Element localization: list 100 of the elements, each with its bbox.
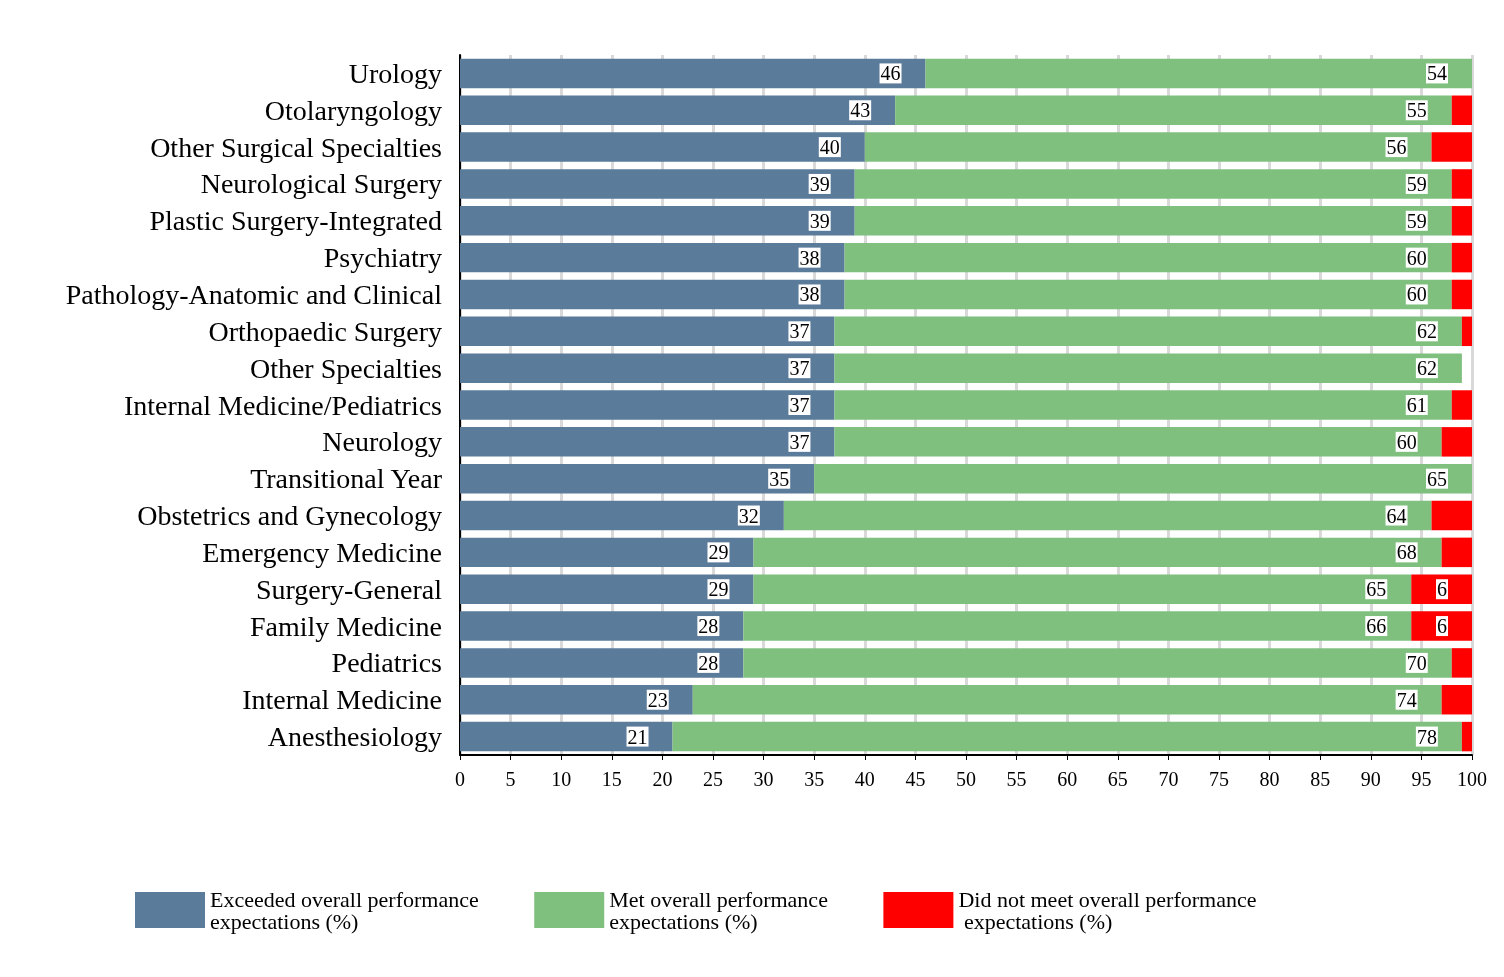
- bar: [1451, 206, 1472, 236]
- bar: [783, 500, 1432, 531]
- y-tick-label: Orthopaedic Surgery: [208, 315, 442, 347]
- bar: [460, 279, 845, 310]
- bar: [753, 537, 1442, 568]
- y-tick-label: Obstetrics and Gynecology: [137, 500, 442, 532]
- y-tick-label: Otolaryngology: [264, 94, 442, 126]
- x-tick-label: 20: [652, 768, 673, 790]
- data-label: 21: [627, 725, 648, 748]
- y-tick-label: Neurological Surgery: [200, 168, 442, 200]
- legend-label: Exceeded overall performance expectations (%): [210, 886, 485, 934]
- data-label: 6: [1437, 578, 1447, 601]
- data-label: 23: [647, 688, 668, 711]
- bar: [460, 206, 855, 236]
- x-tick-label: 25: [703, 768, 723, 790]
- x-tick-label: 30: [753, 768, 774, 790]
- x-tick-label: 45: [905, 768, 926, 790]
- bar: [1451, 95, 1472, 125]
- bar: [834, 427, 1442, 457]
- bar: [1451, 279, 1472, 310]
- data-label: 37: [789, 394, 810, 416]
- x-tick-label: 5: [505, 768, 516, 790]
- bar: [1411, 574, 1472, 604]
- bar: [692, 685, 1442, 715]
- x-tick-label: 100: [1457, 768, 1487, 790]
- bar: [1431, 132, 1472, 162]
- bar: [834, 390, 1452, 420]
- data-label: 64: [1386, 504, 1407, 527]
- bar: [1451, 242, 1472, 273]
- bar: [864, 132, 1432, 162]
- data-label: 32: [738, 504, 759, 527]
- bar: [460, 58, 926, 89]
- bar: [1441, 537, 1472, 568]
- bar: [672, 721, 1462, 752]
- bar: [1451, 169, 1472, 199]
- bar: [1441, 685, 1472, 715]
- data-label: 38: [799, 283, 820, 306]
- bar: [460, 353, 835, 383]
- bar: [1461, 316, 1472, 347]
- x-tick-label: 60: [1057, 768, 1078, 790]
- y-tick-label: Other Surgical Specialties: [150, 131, 442, 163]
- x-tick-label: 0: [455, 768, 465, 790]
- y-tick-label: Other Specialties: [249, 352, 442, 384]
- bar: [753, 574, 1412, 604]
- bar: [925, 58, 1472, 89]
- legend-label: Did not meet overall performance expectations (%): [958, 886, 1257, 934]
- bar: [1441, 427, 1472, 457]
- y-tick-label: Psychiatry: [323, 242, 442, 274]
- data-label: 55: [1406, 99, 1427, 122]
- data-label: 28: [698, 651, 719, 674]
- bar: [460, 169, 855, 199]
- y-tick-label: Anesthesiology: [267, 721, 442, 753]
- x-tick-label: 80: [1259, 768, 1280, 790]
- y-tick-label: Neurology: [322, 426, 442, 458]
- y-tick-label: Pathology-Anatomic and Clinical: [65, 278, 443, 310]
- data-label: 62: [1416, 357, 1437, 380]
- data-label: 74: [1396, 688, 1417, 711]
- bar: [460, 95, 896, 125]
- bar: [460, 574, 754, 604]
- y-tick-label: Family Medicine: [249, 610, 442, 642]
- bar: [743, 648, 1452, 678]
- data-label: 66: [1366, 615, 1387, 638]
- x-tick-label: 55: [1006, 768, 1027, 790]
- bar: [460, 132, 865, 162]
- x-tick-label: 35: [804, 768, 825, 790]
- data-label: 60: [1396, 430, 1417, 453]
- bar: [834, 353, 1462, 383]
- bar: [844, 279, 1452, 310]
- bar: [460, 685, 693, 715]
- x-tick-label: 40: [854, 768, 875, 790]
- data-label: 46: [880, 62, 901, 85]
- data-label: 60: [1406, 246, 1427, 269]
- bar: [814, 463, 1472, 494]
- y-tick-label: Pediatrics: [331, 647, 442, 679]
- data-label: 37: [789, 430, 810, 453]
- bar: [460, 648, 744, 678]
- y-tick-label: Emergency Medicine: [202, 536, 442, 568]
- x-tick-label: 65: [1107, 768, 1128, 790]
- data-label: 35: [769, 467, 790, 490]
- bar: [460, 500, 784, 531]
- bar: [460, 316, 835, 347]
- bar: [1411, 611, 1472, 641]
- data-label: 65: [1427, 467, 1447, 490]
- y-tick-label: Internal Medicine/Pediatrics: [124, 389, 442, 421]
- bar: [895, 95, 1452, 125]
- data-label: 70: [1406, 651, 1427, 674]
- x-tick-label: 75: [1209, 768, 1229, 790]
- data-label: 62: [1416, 320, 1437, 343]
- bar: [1451, 390, 1472, 420]
- bar: [854, 206, 1452, 236]
- data-label: 65: [1366, 578, 1387, 601]
- data-label: 29: [708, 578, 729, 601]
- x-tick-label: 50: [956, 768, 976, 790]
- bar: [854, 169, 1452, 199]
- bar: [1461, 721, 1472, 752]
- data-label: 43: [850, 99, 871, 122]
- data-label: 68: [1396, 541, 1417, 564]
- bar: [460, 721, 673, 752]
- bar: [460, 390, 835, 420]
- x-tick-label: 95: [1411, 768, 1432, 790]
